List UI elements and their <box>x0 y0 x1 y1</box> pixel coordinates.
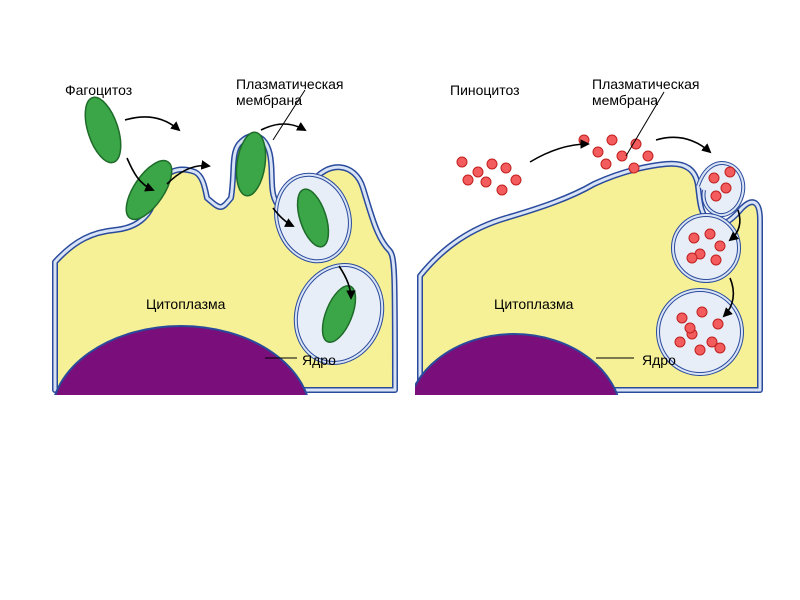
label-cytoplasm-right: Цитоплазма <box>494 296 573 312</box>
particle-11 <box>601 159 611 169</box>
label-pm-right: Плазматическая мембрана <box>592 76 700 108</box>
particle-3 <box>487 159 497 169</box>
label-nucleus-right: Ядро <box>642 352 676 368</box>
particle-15 <box>629 163 639 173</box>
particle-1 <box>473 167 483 177</box>
arrow-left-0 <box>125 117 179 130</box>
particle-5 <box>501 163 511 173</box>
right-cell <box>406 92 760 506</box>
particle-9 <box>593 147 603 157</box>
particle-0 <box>457 157 467 167</box>
particle-10 <box>607 135 617 145</box>
particle-7 <box>497 185 507 195</box>
particle-19 <box>725 167 735 177</box>
particle-2 <box>463 175 473 185</box>
particle-4 <box>481 177 491 187</box>
particle-17 <box>721 183 731 193</box>
label-cytoplasm-left: Цитоплазма <box>146 296 225 312</box>
arrow-right-0 <box>530 144 588 162</box>
arrow-right-1 <box>656 137 710 152</box>
particle-12 <box>617 151 627 161</box>
bacterium-0 <box>78 93 128 167</box>
label-phagocytosis: Фагоцитоз <box>65 82 132 98</box>
pinosome-0 <box>673 215 739 281</box>
particle-18 <box>711 191 721 201</box>
particle-13 <box>631 139 641 149</box>
label-pinocytosis: Пиноцитоз <box>450 82 520 98</box>
particle-6 <box>511 175 521 185</box>
label-pm-left: Плазматическая мембрана <box>236 76 344 108</box>
particle-16 <box>709 173 719 183</box>
particle-14 <box>643 151 653 161</box>
label-nucleus-left: Ядро <box>302 352 336 368</box>
